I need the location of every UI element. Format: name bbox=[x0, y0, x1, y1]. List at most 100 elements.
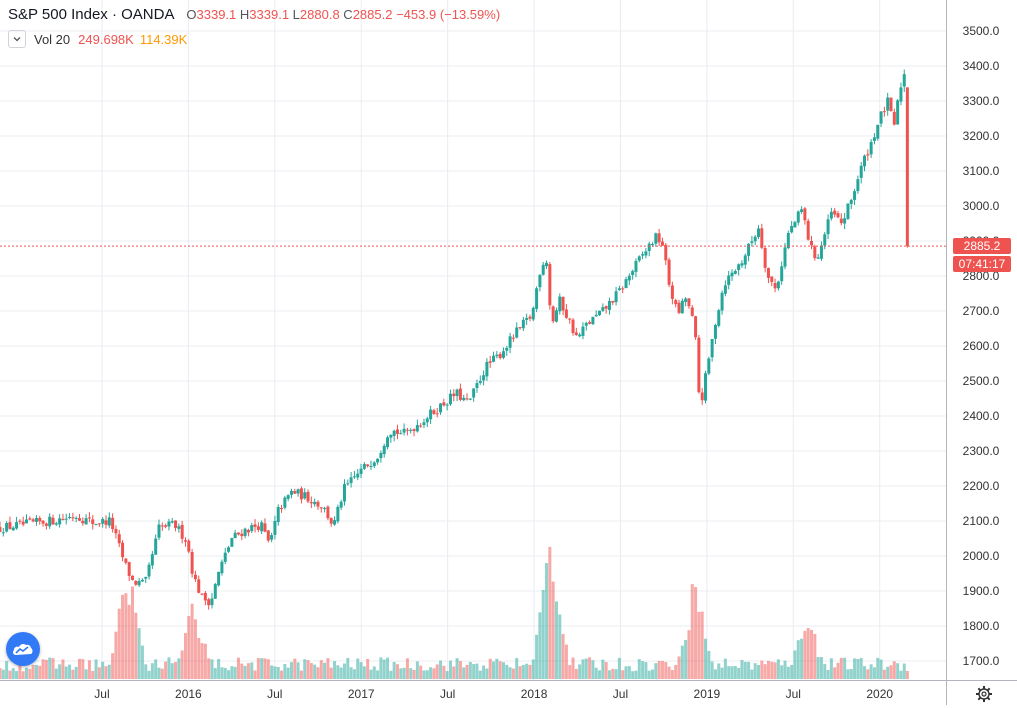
candle-body bbox=[664, 244, 668, 261]
volume-bar bbox=[558, 614, 562, 679]
volume-bar bbox=[905, 670, 909, 679]
candle-body bbox=[439, 403, 443, 413]
volume-bar bbox=[150, 663, 154, 679]
candle-body bbox=[323, 507, 327, 509]
candle-body bbox=[319, 507, 323, 509]
volume-bar bbox=[803, 630, 807, 679]
volume-bar bbox=[773, 662, 777, 679]
candle-body bbox=[707, 358, 711, 374]
candle-body bbox=[253, 524, 257, 527]
candle-body bbox=[468, 398, 472, 400]
candle-body bbox=[233, 532, 237, 538]
y-tick-label: 2800.0 bbox=[963, 269, 1000, 283]
candle-body bbox=[246, 529, 250, 533]
candle-body bbox=[164, 525, 168, 527]
symbol-title[interactable]: S&P 500 Index · OANDA bbox=[8, 6, 175, 23]
volume-bar bbox=[405, 658, 409, 679]
y-tick-label: 3400.0 bbox=[963, 59, 1000, 73]
candle-body bbox=[177, 526, 181, 529]
candle-body bbox=[654, 233, 658, 244]
volume-bar bbox=[439, 660, 443, 679]
volume-bar bbox=[886, 666, 890, 679]
volume-bar bbox=[164, 661, 168, 679]
volume-bar bbox=[730, 666, 734, 679]
volume-bar bbox=[8, 670, 12, 679]
volume-bar bbox=[64, 666, 68, 679]
collapse-button[interactable] bbox=[8, 30, 26, 48]
candle-body bbox=[879, 111, 883, 124]
y-tick-label: 1900.0 bbox=[963, 584, 1000, 598]
candle-body bbox=[757, 228, 761, 238]
candle-body bbox=[568, 318, 572, 320]
volume-bar bbox=[389, 670, 393, 679]
volume-bar bbox=[114, 631, 118, 679]
candle-body bbox=[419, 425, 423, 427]
volume-bar bbox=[448, 660, 452, 679]
candle-body bbox=[273, 521, 277, 535]
candle-body bbox=[21, 521, 25, 525]
candle-body bbox=[127, 562, 131, 576]
volume-bar bbox=[614, 669, 618, 679]
settings-button[interactable] bbox=[975, 685, 993, 708]
volume-bar bbox=[872, 667, 876, 679]
volume-bar bbox=[376, 670, 380, 679]
candle-body bbox=[690, 307, 694, 316]
candle-body bbox=[220, 561, 224, 574]
candle-body bbox=[687, 298, 691, 307]
candle-body bbox=[114, 528, 118, 534]
candle-body bbox=[349, 477, 353, 484]
volume-bar bbox=[766, 660, 770, 679]
candle-body bbox=[472, 388, 476, 398]
tradingview-logo[interactable] bbox=[6, 632, 40, 666]
volume-bar bbox=[187, 616, 191, 679]
candle-body bbox=[210, 598, 214, 606]
volume-ma-value: 114.39K bbox=[139, 31, 188, 47]
candle-body bbox=[117, 534, 121, 544]
candle-body bbox=[717, 310, 721, 326]
volume-bar bbox=[11, 668, 15, 679]
candle-body bbox=[498, 353, 502, 359]
volume-bar bbox=[806, 628, 810, 679]
volume-bar bbox=[670, 670, 674, 679]
volume-bar bbox=[319, 660, 323, 679]
volume-bar bbox=[369, 669, 373, 679]
candle-body bbox=[843, 218, 847, 224]
volume-bar bbox=[227, 670, 231, 679]
candle-body bbox=[667, 259, 671, 285]
candle-body bbox=[379, 452, 383, 459]
candle-body bbox=[326, 506, 330, 519]
candle-body bbox=[263, 523, 267, 532]
volume-bar bbox=[604, 662, 608, 679]
candle-body bbox=[773, 283, 777, 289]
candle-body bbox=[720, 292, 724, 311]
candle-body bbox=[84, 518, 88, 525]
volume-bar bbox=[31, 664, 35, 679]
volume-bar bbox=[44, 659, 48, 679]
candle-body bbox=[829, 211, 833, 219]
volume-bar bbox=[333, 661, 337, 679]
volume-bar bbox=[230, 666, 234, 679]
close-label: C bbox=[343, 7, 353, 22]
volume-bar bbox=[548, 546, 552, 679]
volume-label[interactable]: Vol 20 bbox=[34, 31, 71, 47]
candle-body bbox=[81, 520, 85, 524]
candle-body bbox=[276, 506, 280, 523]
candle-body bbox=[561, 297, 565, 311]
candle-body bbox=[591, 316, 595, 325]
candle-body bbox=[790, 226, 794, 233]
candle-body bbox=[352, 476, 356, 478]
candle-body bbox=[48, 516, 52, 527]
volume-bar bbox=[419, 665, 423, 679]
candle-body bbox=[382, 445, 386, 455]
candle-body bbox=[604, 306, 608, 309]
candle-body bbox=[144, 576, 148, 579]
volume-bar bbox=[833, 667, 837, 679]
candle-body bbox=[38, 517, 42, 522]
volume-bar bbox=[352, 669, 356, 679]
volume-bar bbox=[144, 664, 148, 679]
volume-bar bbox=[839, 657, 843, 679]
candle-body bbox=[617, 288, 621, 291]
volume-bar bbox=[495, 658, 499, 679]
low-value: 2880.8 bbox=[299, 7, 340, 22]
